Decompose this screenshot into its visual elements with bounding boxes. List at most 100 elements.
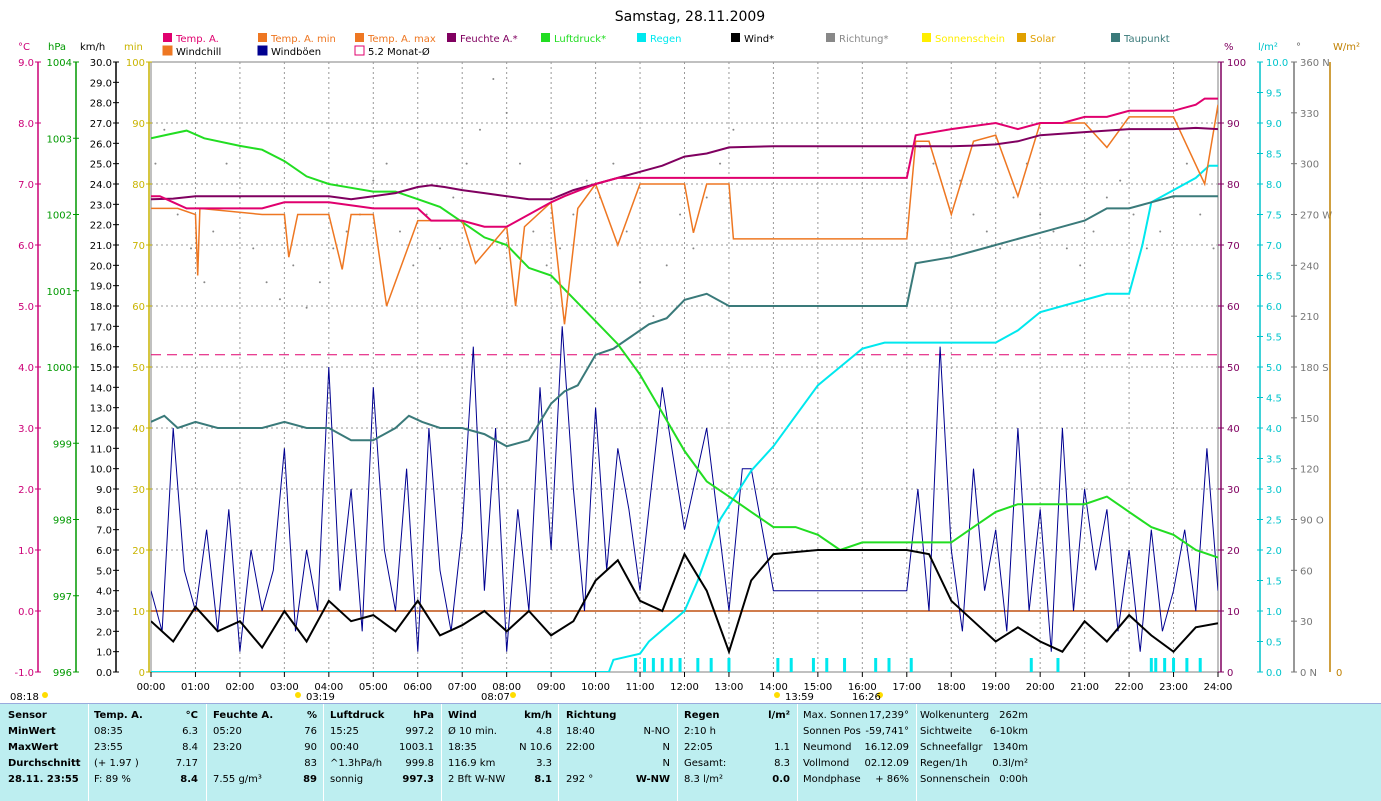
legend-swatch-3 (447, 33, 456, 42)
stats-dir-row: 18:40 N-NO (566, 724, 670, 740)
stats-wind-value: 4.8 (536, 726, 552, 737)
stats-separator (916, 704, 917, 801)
hum-axis-tick: 40 (1227, 424, 1240, 435)
stats-rain-value: 0.0 (772, 774, 790, 785)
rain-axis-tick: 1.0 (1266, 607, 1282, 618)
wind-axis-tick: 4.0 (96, 587, 112, 598)
direction-point (1212, 247, 1215, 250)
legend-swatch-9 (1017, 33, 1026, 42)
stats-dir: Richtung 18:40 N-NO 22:00 N N 292 ° W-NW (566, 708, 670, 788)
series-group (151, 77, 1218, 672)
stats-wind-value: N 10.6 (519, 742, 552, 753)
temp-axis-tick: 4.0 (18, 363, 34, 374)
stats-misc-row: Regen/1h 0.3l/m² (920, 756, 1028, 772)
stats-rain-value: 1.1 (774, 742, 790, 753)
stats-rain-row: Gesamt: 8.3 (684, 756, 790, 772)
legend-label-10: Taupunkt (1123, 34, 1170, 45)
axis-header-0: °C (18, 42, 30, 53)
stats-astro-row: Mondphase + 86% (803, 772, 909, 788)
stats-temp-unit: °C (185, 710, 198, 721)
sun-event-marker (877, 692, 883, 698)
wind-axis-tick: 16.0 (90, 343, 112, 354)
time-tick: 23:00 (1159, 682, 1188, 693)
wind-axis-tick: 20.0 (90, 261, 112, 272)
time-tick: 06:00 (403, 682, 432, 693)
stats-separator (88, 704, 89, 801)
legend-label-5: Regen (650, 34, 682, 45)
stats-press-row: ^1.3hPa/h 999.8 (330, 756, 434, 772)
press-axis-tick: 1001 (47, 287, 72, 298)
stats-wind-value: 3.3 (536, 758, 552, 769)
stats-astro-value: 02.12.09 (864, 758, 909, 769)
direction-point (163, 128, 166, 131)
stats-hum-row: 05:20 76 (213, 724, 317, 740)
sun-axis-tick: 70 (132, 241, 145, 252)
stats-temp-header: Temp. A. °C (94, 708, 198, 724)
legend-swatch-5 (637, 33, 646, 42)
temp-axis-tick: 0.0 (18, 607, 34, 618)
temp-axis-tick: 1.0 (18, 546, 34, 557)
legend-label-9: Solar (1030, 34, 1056, 45)
dir-axis-tick: 90 O (1300, 516, 1324, 527)
direction-point (985, 230, 988, 233)
stats-dir-value: W-NW (635, 774, 670, 785)
time-tick: 08:00 (492, 682, 521, 693)
rain-axis-tick: 4.0 (1266, 424, 1282, 435)
axis-header-7: W/m² (1333, 42, 1360, 53)
stats-press-header: Luftdruck hPa (330, 708, 434, 724)
stats-astro: Max. Sonnen 17,239° Sonnen Pos -59,741° Neum… (803, 708, 909, 788)
time-tick: 07:00 (448, 682, 477, 693)
series-taupunkt (151, 195, 1218, 448)
direction-point (372, 179, 375, 182)
sun-event-label: 08:07 (481, 692, 510, 703)
direction-point (478, 128, 481, 131)
sun-axis-tick: 0 (139, 668, 145, 679)
temp-axis-tick: 6.0 (18, 241, 34, 252)
legend-label-2: Temp. A. max (367, 34, 436, 45)
dir-axis-tick: 180 S (1300, 363, 1329, 374)
direction-point (519, 162, 522, 165)
stats-wind-row: 18:35 N 10.6 (448, 740, 552, 756)
direction-point (532, 230, 535, 233)
wind-axis-tick: 3.0 (96, 607, 112, 618)
stats-misc-row: Wolkenunterg 262m (920, 708, 1028, 724)
time-axis: 00:00 01:00 02:00 03:00 04:00 05:00 06:00 07:00… (10, 672, 1232, 703)
wind-axis-tick: 28.0 (90, 99, 112, 110)
stats-misc-row: Sichtweite 6-10km (920, 724, 1028, 740)
sun-axis-tick: 60 (132, 302, 145, 313)
direction-point (692, 247, 695, 250)
direction-point (665, 264, 668, 267)
stats-wind: Wind km/h Ø 10 min. 4.8 18:35 N 10.6 116.9 km 3… (448, 708, 552, 788)
stats-dir-row: 292 ° W-NW (566, 772, 670, 788)
stats-sensor-row: MaxWert (8, 742, 59, 753)
stats-hum-row: 7.55 g/m³ 89 (213, 772, 317, 788)
hum-axis-tick: 0 (1227, 668, 1233, 679)
direction-point (345, 230, 348, 233)
stats-sensor-header: Sensor (8, 710, 47, 721)
stats-misc-value: 0.3l/m² (992, 758, 1028, 769)
axis-headers: °C hPa km/h min% l/m² ° W/m² (18, 42, 1360, 53)
wind-axis-tick: 0.0 (96, 668, 112, 679)
time-tick: 16:00 (848, 682, 877, 693)
stats-separator (323, 704, 324, 801)
stats-temp-value: 7.17 (175, 758, 198, 769)
time-tick: 18:00 (937, 682, 966, 693)
stats-misc-value: 6-10km (989, 726, 1028, 737)
series-temp-a- (151, 97, 1218, 228)
direction-point (412, 264, 415, 267)
direction-point (1079, 264, 1082, 267)
stats-dir-value: N-NO (643, 726, 670, 737)
rain-axis-tick: 8.5 (1266, 150, 1282, 161)
dir-axis-tick: 270 W (1300, 211, 1332, 222)
stats-rain-row: 22:05 1.1 (684, 740, 790, 756)
legend-swatch-7 (826, 33, 835, 42)
time-tick: 22:00 (1115, 682, 1144, 693)
rain-axis-tick: 7.5 (1266, 211, 1282, 222)
time-tick: 20:00 (1026, 682, 1055, 693)
solar-axis-tick: 0 (1336, 668, 1342, 679)
sun-event-label: 13:59 (785, 692, 814, 703)
axis-header-4: % (1224, 42, 1234, 53)
stats-press-value: 997.2 (405, 726, 434, 737)
direction-point (652, 315, 655, 318)
wind-axis-tick: 9.0 (96, 485, 112, 496)
